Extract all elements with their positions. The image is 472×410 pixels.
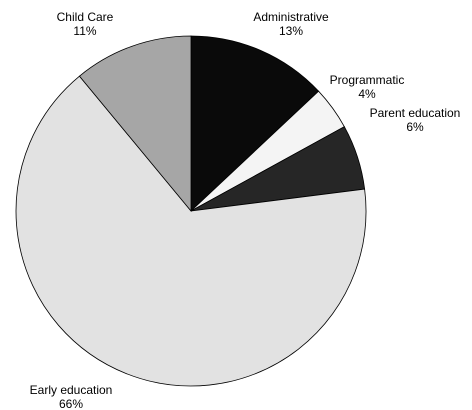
slice-percent-label: 4% <box>358 87 376 101</box>
slice-percent-label: 66% <box>59 397 83 410</box>
slice-percent-label: 6% <box>406 120 424 134</box>
slice-percent-label: 11% <box>73 24 96 38</box>
slice-label: Child Care <box>57 10 114 24</box>
slice-label: Administrative <box>253 10 329 24</box>
pie-slice-early-education <box>15 75 367 387</box>
slice-label: Early education <box>30 383 113 397</box>
pie-slice-administrative <box>190 35 320 212</box>
pie-slices <box>15 35 367 387</box>
slice-label: Parent education <box>370 106 461 120</box>
slice-percent-label: 13% <box>279 24 303 38</box>
slice-label: Programmatic <box>330 73 405 87</box>
pie-slice-child-care <box>78 35 192 213</box>
